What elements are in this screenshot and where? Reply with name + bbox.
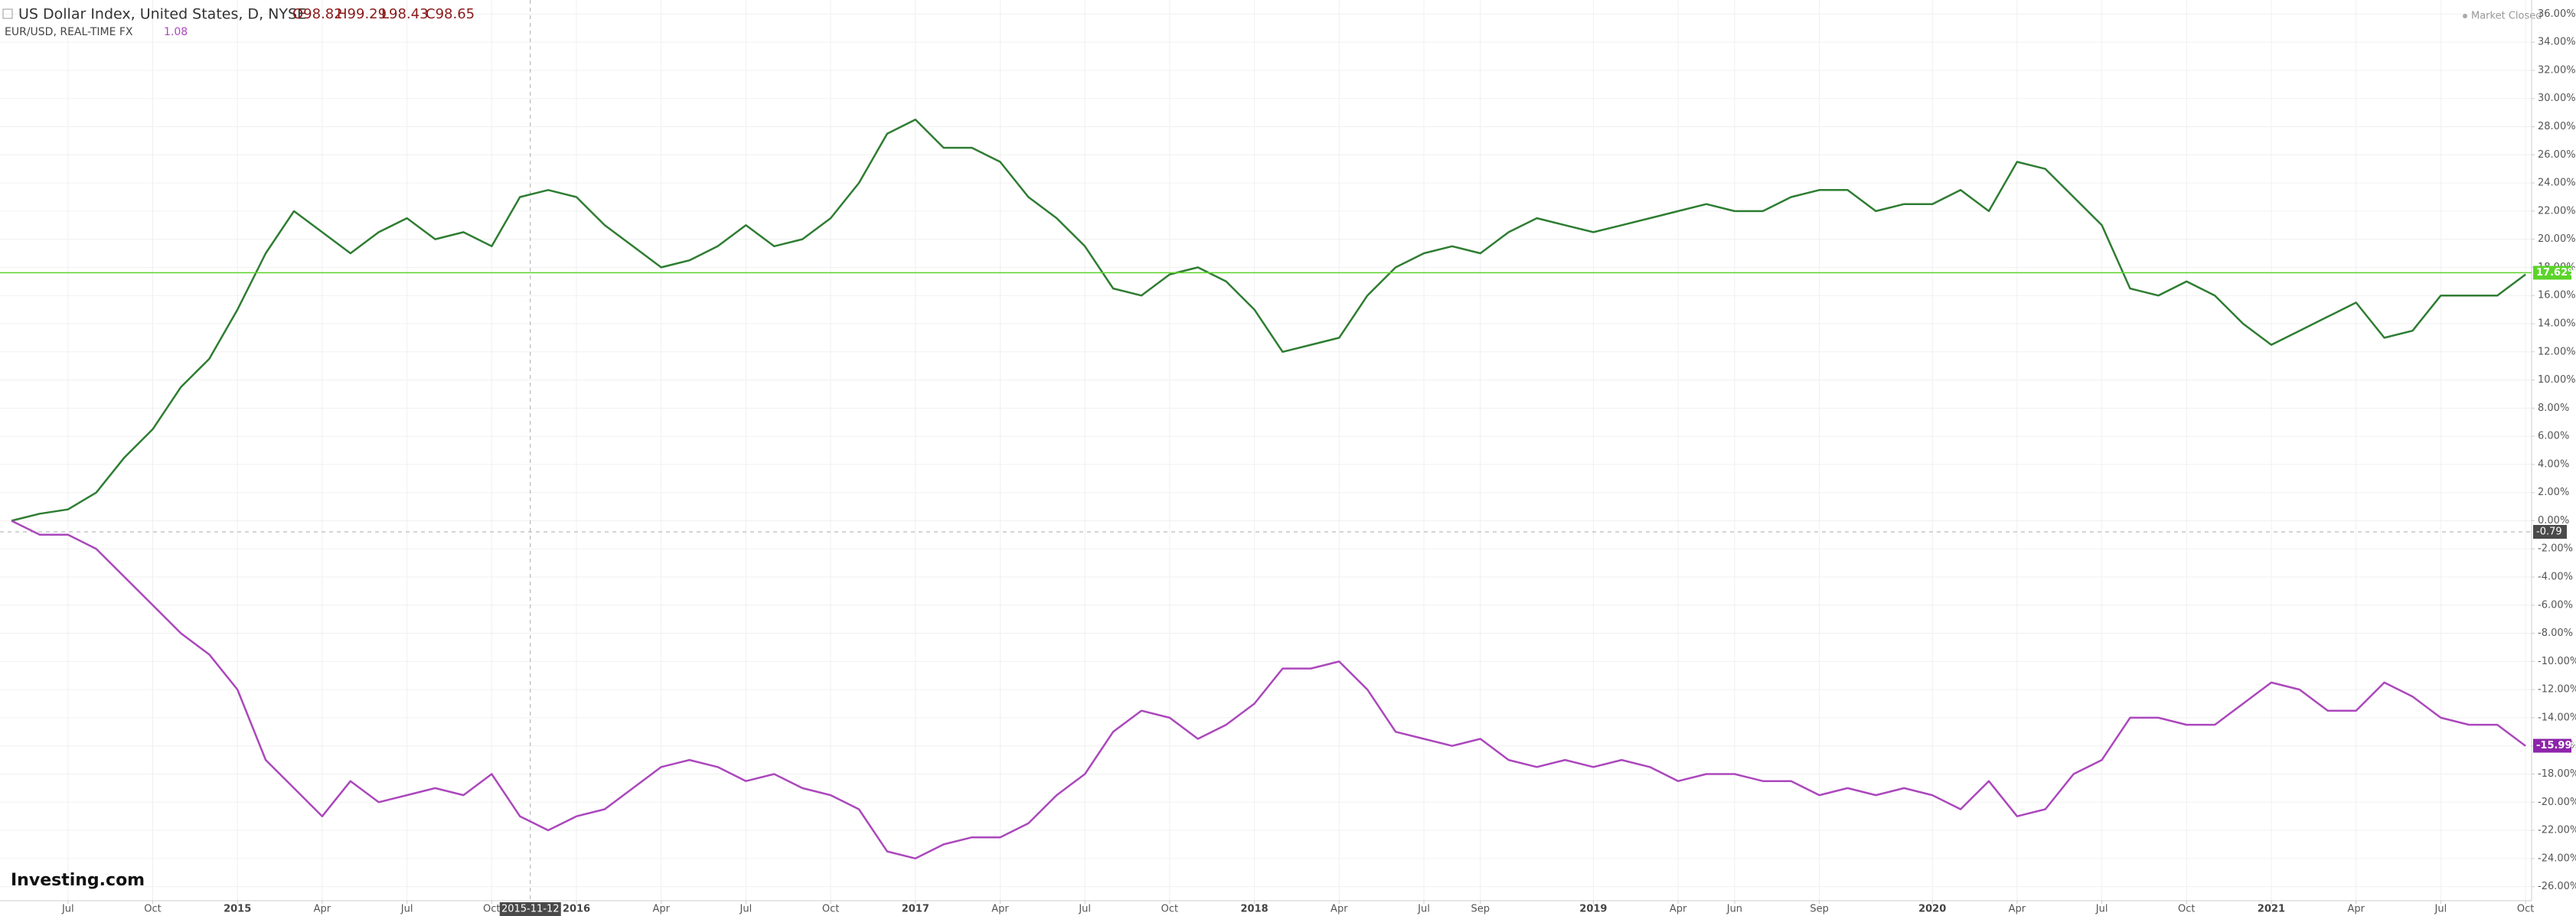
- y-tick-label: -8.00%: [2538, 628, 2573, 639]
- y-tick-label: 34.00%: [2538, 37, 2576, 48]
- x-tick-label: 2015: [224, 904, 251, 915]
- x-tick-label: Jul: [400, 904, 413, 915]
- x-tick-label: Apr: [2347, 904, 2365, 915]
- last-value-label: -15.99%: [2536, 740, 2576, 751]
- x-tick-label: 2020: [1918, 904, 1946, 915]
- x-tick-label: Sep: [1471, 904, 1490, 915]
- x-tick-label: Jul: [61, 904, 74, 915]
- x-tick-label: Apr: [652, 904, 670, 915]
- market-status: Market Closed: [2471, 11, 2542, 22]
- x-tick-label: Oct: [822, 904, 839, 915]
- y-tick-label: 30.00%: [2538, 93, 2576, 104]
- x-tick-label: 2018: [1241, 904, 1268, 915]
- crosshair-y-label: -0.79: [2536, 526, 2562, 537]
- y-tick-label: 26.00%: [2538, 149, 2576, 161]
- y-tick-label: 36.00%: [2538, 8, 2576, 20]
- x-tick-label: Jun: [1726, 904, 1742, 915]
- y-tick-label: 4.00%: [2538, 458, 2569, 470]
- x-tick-label: Apr: [1330, 904, 1348, 915]
- y-tick-label: 22.00%: [2538, 205, 2576, 217]
- y-tick-label: -22.00%: [2538, 825, 2576, 836]
- compare-symbol: EUR/USD, REAL-TIME FX: [5, 26, 133, 38]
- ohlc-open: O98.82: [292, 6, 343, 22]
- x-tick-label: Jul: [739, 904, 753, 915]
- logo: Investing.com: [11, 871, 145, 890]
- x-tick-label: Apr: [991, 904, 1009, 915]
- y-tick-label: 12.00%: [2538, 346, 2576, 357]
- y-tick-label: 24.00%: [2538, 178, 2576, 189]
- x-tick-label: Oct: [144, 904, 161, 915]
- y-tick-label: 28.00%: [2538, 121, 2576, 132]
- x-tick-label: Oct: [2517, 904, 2534, 915]
- y-tick-label: -14.00%: [2538, 712, 2576, 723]
- x-tick-label: Oct: [483, 904, 500, 915]
- series-line: [11, 119, 2526, 522]
- x-tick-label: Apr: [2009, 904, 2026, 915]
- x-tick-label: Apr: [314, 904, 331, 915]
- x-tick-label: 2017: [902, 904, 929, 915]
- y-tick-label: -10.00%: [2538, 656, 2576, 667]
- last-value-box: [2533, 738, 2571, 753]
- y-tick-label: -18.00%: [2538, 768, 2576, 780]
- series-line: [11, 520, 2526, 860]
- y-tick-label: 6.00%: [2538, 431, 2569, 442]
- y-tick-label: -26.00%: [2538, 881, 2576, 892]
- y-tick-label: -4.00%: [2538, 572, 2573, 583]
- collapse-icon[interactable]: [2, 8, 13, 19]
- x-tick-label: Apr: [1670, 904, 1687, 915]
- x-tick-label: Jul: [2434, 904, 2447, 915]
- x-tick-label: 2016: [563, 904, 590, 915]
- x-tick-label: Jul: [1078, 904, 1091, 915]
- y-tick-label: 2.00%: [2538, 487, 2569, 498]
- x-tick-label: 2021: [2258, 904, 2285, 915]
- symbol-title: US Dollar Index, United States, D, NYSE: [18, 6, 306, 23]
- x-tick-label: Jul: [1417, 904, 1430, 915]
- x-tick-label: 2019: [1579, 904, 1607, 915]
- y-tick-label: 20.00%: [2538, 233, 2576, 245]
- x-tick-label: Jul: [2095, 904, 2108, 915]
- y-tick-label: 16.00%: [2538, 290, 2576, 302]
- y-tick-label: 0.00%: [2538, 515, 2569, 526]
- last-value-label: 17.62%: [2536, 267, 2576, 279]
- x-tick-label: Oct: [2178, 904, 2195, 915]
- y-tick-label: -6.00%: [2538, 599, 2573, 611]
- status-dot: [2463, 14, 2467, 18]
- crosshair-x-box: [499, 902, 561, 916]
- x-tick-label: Oct: [1161, 904, 1178, 915]
- y-tick-label: -2.00%: [2538, 543, 2573, 555]
- ohlc-close: C98.65: [426, 6, 475, 22]
- crosshair-x-label: 2015-11-12: [501, 904, 560, 915]
- y-tick-label: 8.00%: [2538, 403, 2569, 414]
- ohlc-low: L98.43: [381, 6, 429, 22]
- x-tick-label: Sep: [1810, 904, 1829, 915]
- y-tick-label: -12.00%: [2538, 684, 2576, 696]
- y-tick-label: -24.00%: [2538, 852, 2576, 864]
- y-tick-label: 32.00%: [2538, 64, 2576, 76]
- y-tick-label: 10.00%: [2538, 374, 2576, 386]
- crosshair-y-box: [2533, 524, 2567, 539]
- compare-value: 1.08: [164, 26, 188, 38]
- ohlc-high: H99.29: [337, 6, 387, 22]
- last-value-box: [2533, 266, 2571, 280]
- y-tick-label: -20.00%: [2538, 797, 2576, 808]
- y-tick-label: 14.00%: [2538, 318, 2576, 329]
